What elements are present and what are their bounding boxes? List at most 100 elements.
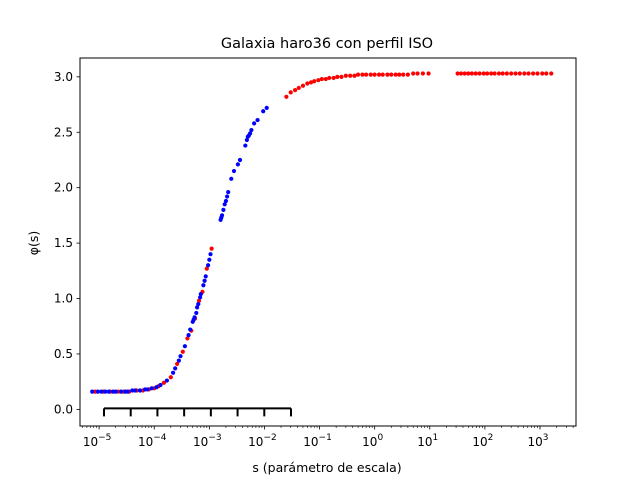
y-tick-label: 1.0 [54,292,73,306]
data-point [372,72,377,77]
chart-title: Galaxia haro36 con perfil ISO [221,36,433,52]
data-point [288,90,293,95]
data-point [312,79,317,84]
data-point [198,295,203,300]
data-point [335,74,340,79]
data-point [168,375,173,380]
data-point [154,385,159,390]
data-point [455,71,460,76]
data-point [316,78,321,83]
data-point [222,202,227,207]
data-point [535,71,540,76]
x-tick-label: 100 [362,433,383,449]
data-point [469,71,474,76]
data-point [221,207,226,212]
data-point [103,389,108,394]
data-point [544,71,549,76]
data-point [415,71,420,76]
x-tick-label: 10−5 [83,433,112,449]
data-point [261,109,266,114]
data-point [209,246,214,251]
data-point [174,361,180,367]
data-point [364,72,369,77]
data-point [331,75,336,81]
data-point [158,382,163,388]
plot-frame [79,57,577,427]
data-point [229,176,234,181]
data-point [176,358,181,363]
data-point [178,354,183,359]
data-point [492,71,497,76]
data-point [203,274,208,279]
y-tick-label: 3.0 [54,70,73,84]
data-point [393,72,398,77]
data-point [477,71,482,76]
data-point [293,88,298,93]
y-tick-label: 1.5 [54,236,73,250]
data-point [244,137,249,143]
data-point [195,305,200,310]
x-tick-label: 101 [417,433,438,449]
data-point [99,389,104,394]
data-point [352,73,357,78]
data-point [219,213,225,218]
x-tick-label: 10−2 [248,433,277,449]
data-point [485,71,490,76]
data-point [198,291,203,297]
data-point [95,389,100,394]
data-point [201,283,206,288]
y-tick-label: 0.5 [54,347,73,361]
data-point [137,388,143,393]
data-point [255,117,260,123]
data-point [182,344,187,349]
data-point [355,72,361,77]
data-point [531,71,536,76]
data-point [380,72,385,77]
data-point [235,162,241,167]
data-point [170,370,176,375]
data-point [196,298,202,303]
data-point [243,143,248,148]
data-point [411,71,416,76]
data-point [489,71,494,76]
data-point [513,71,518,76]
data-point [500,71,505,76]
data-point [376,72,382,77]
data-point [192,315,197,320]
data-point [323,76,328,82]
data-point [231,168,237,174]
data-point [522,71,527,76]
data-point [368,72,373,77]
data-point [339,74,344,79]
data-point [145,387,150,392]
data-point [420,71,425,76]
data-point [113,389,118,394]
x-tick-label: 10−4 [138,433,167,449]
data-point [473,71,478,76]
y-tick-label: 0.0 [54,402,73,416]
data-point [206,263,211,268]
data-point [509,71,514,76]
data-point [540,71,545,76]
data-point [223,198,229,204]
data-point [385,72,390,77]
data-point [300,83,306,88]
data-point [305,81,310,86]
data-points-group [90,71,554,394]
x-tick-label: 103 [527,433,548,449]
data-point [186,333,191,338]
data-point [343,73,348,78]
data-point [226,190,231,195]
data-point [319,76,324,82]
data-point [133,388,138,393]
data-point [401,72,406,77]
data-point [204,266,209,271]
data-point [549,71,554,76]
y-tick-label: 2.5 [54,125,73,139]
data-point [348,73,353,78]
data-point [517,71,522,76]
data-point [496,71,502,76]
data-point [308,80,314,85]
x-tick-label: 10−1 [303,433,332,449]
